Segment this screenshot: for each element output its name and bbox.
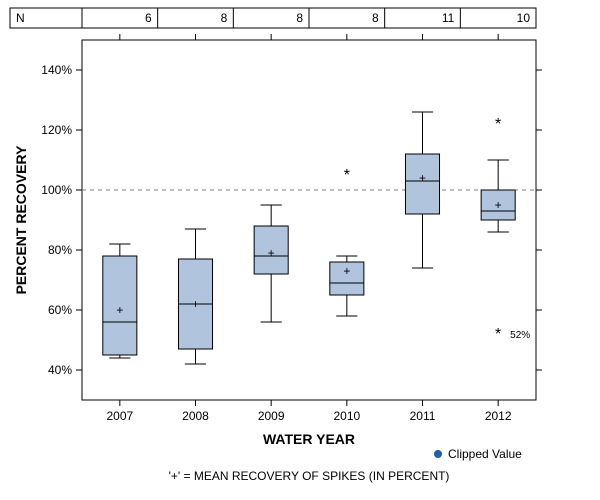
n-value: 10 [517, 11, 531, 25]
y-tick-label: 60% [48, 303, 72, 317]
mean-marker: + [419, 171, 426, 185]
boxplot-chart: { "chart": { "type": "boxplot", "width":… [0, 0, 600, 500]
legend-label: Clipped Value [448, 447, 522, 461]
y-tick-label: 80% [48, 243, 72, 257]
x-tick-label: 2008 [182, 409, 209, 423]
n-value: 6 [145, 11, 152, 25]
mean-marker: + [495, 198, 502, 212]
outlier-marker: * [495, 116, 501, 133]
n-row-label: N [16, 11, 25, 25]
boxplot-box: + [103, 244, 137, 358]
legend-marker [434, 450, 442, 458]
mean-marker: + [343, 264, 350, 278]
legend: Clipped Value [434, 447, 522, 461]
x-tick-label: 2007 [106, 409, 133, 423]
outlier-marker: * [344, 167, 350, 184]
x-tick-label: 2009 [258, 409, 285, 423]
x-axis-title: WATER YEAR [263, 431, 355, 447]
chart-svg: N 6 8 8 8 11 10 40% 60% 80% 100% 120% 140% PERCENT RE… [0, 0, 600, 500]
x-tick-label: 2010 [333, 409, 360, 423]
outlier-marker: * [495, 326, 501, 343]
y-tick-label: 100% [41, 183, 72, 197]
y-tick-label: 40% [48, 363, 72, 377]
y-tick-label: 120% [41, 123, 72, 137]
n-row-box [10, 8, 536, 28]
mean-marker: + [192, 297, 199, 311]
mean-marker: + [116, 303, 123, 317]
footer-text: '+' = MEAN RECOVERY OF SPIKES (IN PERCEN… [169, 469, 450, 483]
boxplot-box: + * * 52% [481, 116, 530, 343]
n-value: 8 [372, 11, 379, 25]
boxplot-box: + [254, 205, 288, 322]
boxplot-box: + [405, 112, 439, 268]
x-tick-label: 2011 [410, 409, 436, 423]
y-axis-title: PERCENT RECOVERY [13, 145, 29, 295]
plot-area [82, 40, 536, 400]
y-tick-label: 140% [41, 63, 72, 77]
x-tick-label: 2012 [485, 409, 512, 423]
mean-marker: + [268, 246, 275, 260]
n-value: 8 [221, 11, 228, 25]
boxplot-box: + [178, 229, 212, 364]
n-value: 11 [442, 11, 455, 25]
n-value: 8 [296, 11, 303, 25]
outlier-label: 52% [510, 330, 530, 341]
boxplot-box: +* [330, 167, 364, 316]
